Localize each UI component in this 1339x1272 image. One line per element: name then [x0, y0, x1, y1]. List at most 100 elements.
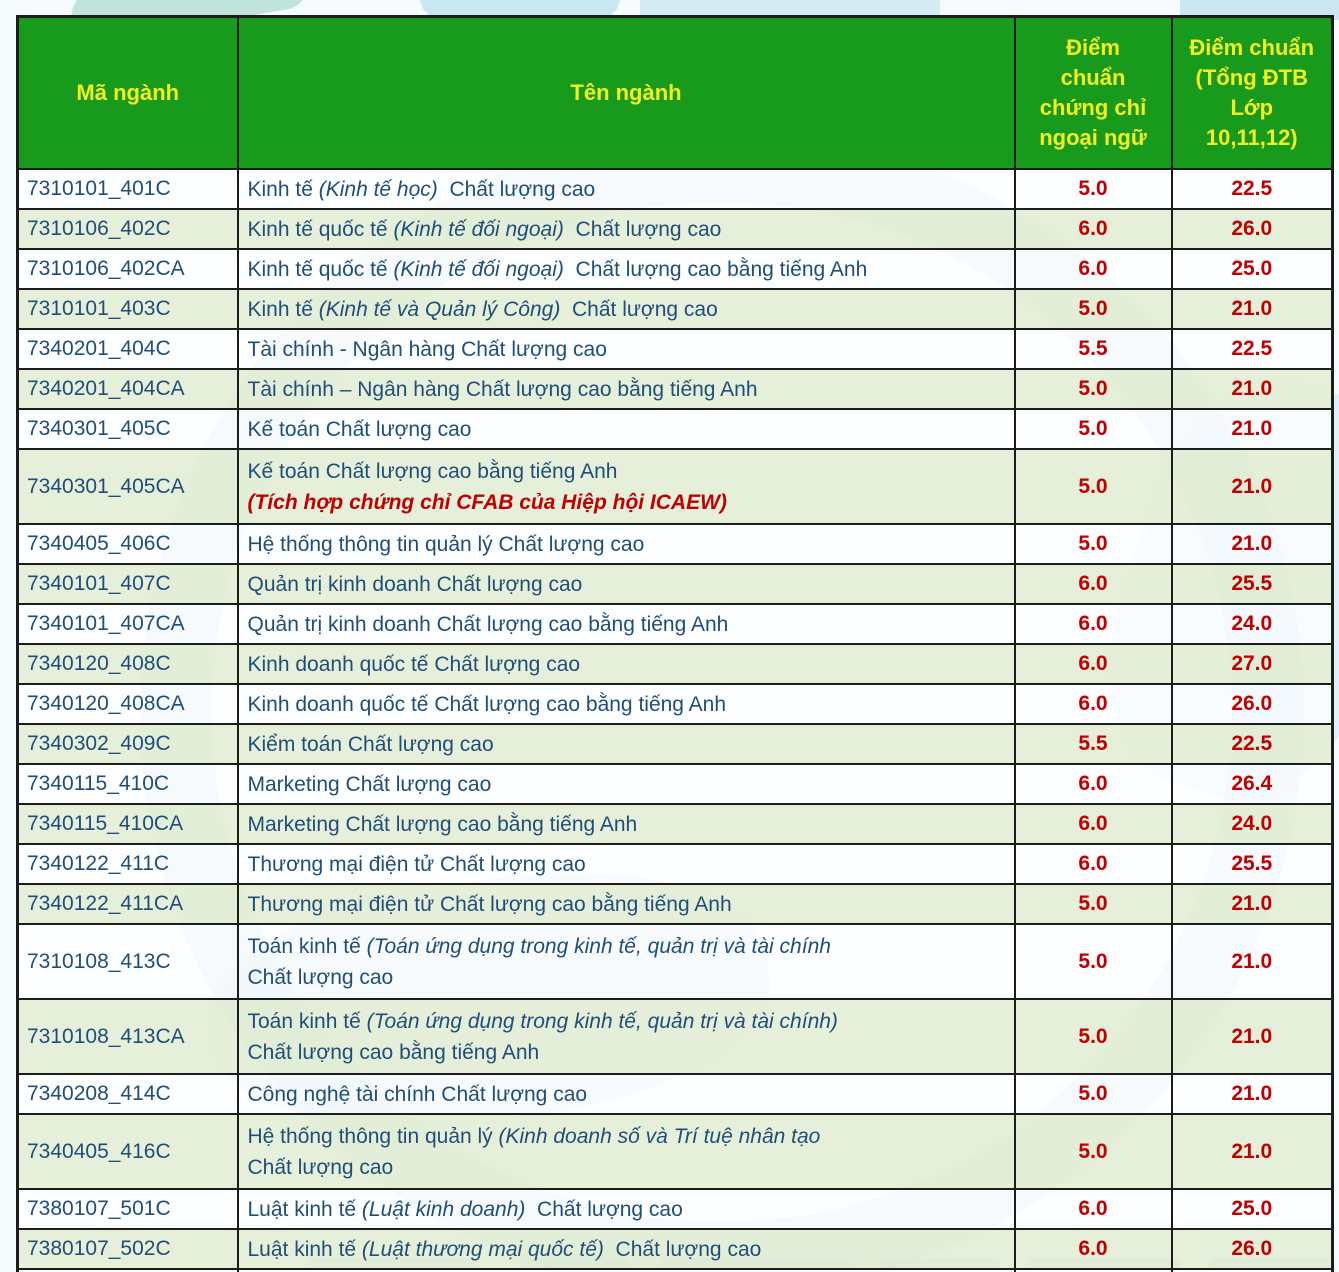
name-segment: Kinh doanh quốc tế Chất lượng cao bằng t… [247, 692, 727, 716]
note-text: (Tích hợp chứng chỉ CFAB của Hiệp hội IC… [247, 490, 727, 514]
table-row: 7340405_406C Hệ thống thông tin quản lý C… [16, 523, 1334, 565]
name-segment: Marketing Chất lượng cao [247, 772, 492, 796]
gpa-score-cell: 27.0 [1170, 643, 1334, 685]
major-name-cell: Luật kinh tế (Luật thương mại quốc tế) C… [236, 1228, 1016, 1270]
cert-score-cell: 6.0 [1013, 1228, 1173, 1270]
major-name-line: Kinh doanh quốc tế Chất lượng cao bằng t… [248, 689, 1008, 720]
major-code-cell: 7340302_409C [16, 723, 239, 765]
cert-score-cell: 5.0 [1013, 168, 1173, 210]
major-name-cell: Kinh doanh quốc tế Chất lượng cao bằng t… [236, 683, 1016, 725]
gpa-score-cell: 26.0 [1170, 208, 1334, 250]
major-code-cell: 7340122_411C [16, 843, 239, 885]
table-row: 7340101_407C Quản trị kinh doanh Chất lượ… [16, 563, 1334, 605]
name-segment: Quản trị kinh doanh Chất lượng cao bằng … [247, 612, 729, 636]
major-name-cell: Kinh tế quốc tế (Kinh tế đối ngoại) Chất… [236, 248, 1016, 290]
major-name-line: Marketing Chất lượng cao [248, 769, 1008, 800]
header-major-name: Tên ngành [236, 15, 1016, 170]
gpa-score-cell: 24.0 [1170, 603, 1334, 645]
major-name-line: Quản trị kinh doanh Chất lượng cao bằng … [248, 609, 1008, 640]
major-name-cell: Toán kinh tế (Toán ứng dụng trong kinh t… [236, 998, 1016, 1075]
gpa-score-cell: 21.0 [1170, 883, 1334, 925]
gpa-score-cell: 21.0 [1170, 288, 1334, 330]
gpa-score-cell: 25.5 [1170, 843, 1334, 885]
major-code-cell: 7340301_405C [16, 408, 239, 450]
major-code-cell: 7310101_401C [16, 168, 239, 210]
name-segment: (Luật kinh doanh) [361, 1197, 526, 1221]
header-major-code: Mã ngành [16, 15, 239, 170]
major-code-cell: 7340405_416C [16, 1113, 239, 1190]
cert-score-cell: 6.0 [1013, 643, 1173, 685]
name-segment: Kinh tế quốc tế [247, 257, 394, 281]
table-row: 7340301_405CA Kế toán Chất lượng cao bằng… [16, 448, 1334, 525]
major-name-line: Hệ thống thông tin quản lý Chất lượng ca… [248, 529, 1008, 560]
gpa-score-cell: 26.0 [1170, 1228, 1334, 1270]
cert-score-cell: 6.0 [1013, 208, 1173, 250]
major-name-line: Luật kinh tế (Luật thương mại quốc tế) C… [248, 1234, 1008, 1265]
major-code-cell: 7340201_404C [16, 328, 239, 370]
cert-score-cell: 5.0 [1013, 408, 1173, 450]
name-segment: Kế toán Chất lượng cao bằng tiếng Anh [247, 459, 618, 483]
cert-score-cell: 5.0 [1013, 448, 1173, 525]
header-line: chuẩn [1060, 65, 1126, 90]
major-name-cell: Quản trị kinh doanh Chất lượng cao [236, 563, 1016, 605]
name-segment: Kinh tế [247, 177, 319, 201]
major-name-line: (Tích hợp chứng chỉ CFAB của Hiệp hội IC… [248, 487, 1008, 518]
cert-score-cell: 5.0 [1013, 1073, 1173, 1115]
major-name-line: Kiểm toán Chất lượng cao [248, 729, 1008, 760]
table-row: 7340201_404C Tài chính - Ngân hàng Chất l… [16, 328, 1334, 370]
table-row: 7310108_413CA Toán kinh tế (Toán ứng dụng… [16, 998, 1334, 1075]
table-row: 7340405_416C Hệ thống thông tin quản lý (… [16, 1113, 1334, 1190]
major-code-cell: 7310106_402CA [16, 248, 239, 290]
table-row: 7310108_413C Toán kinh tế (Toán ứng dụng … [16, 923, 1334, 1000]
major-code-cell: 7380107_501C [16, 1188, 239, 1230]
major-name-line: Chất lượng cao [248, 1152, 1008, 1183]
major-code-cell: 7380107_502C [16, 1228, 239, 1270]
table-row: 7310101_403C Kinh tế (Kinh tế và Quản lý … [16, 288, 1334, 330]
name-segment: (Toán ứng dụng trong kinh tế, quản trị v… [366, 1009, 838, 1033]
major-code-cell: 7310108_413CA [16, 998, 239, 1075]
major-name-line: Kế toán Chất lượng cao [248, 414, 1008, 445]
name-segment: Chất lượng cao [247, 1155, 394, 1179]
major-code-cell: 7340208_414C [16, 1073, 239, 1115]
major-name-cell: Kinh tế quốc tế (Kinh tế đối ngoại) Chất… [236, 208, 1016, 250]
gpa-score-cell: 25.0 [1170, 1188, 1334, 1230]
major-name-line: Toán kinh tế (Toán ứng dụng trong kinh t… [248, 931, 1008, 962]
cert-score-cell: 5.5 [1013, 723, 1173, 765]
table-row: 7340101_407CA Quản trị kinh doanh Chất lư… [16, 603, 1334, 645]
major-name-cell: Marketing Chất lượng cao bằng tiếng Anh [236, 803, 1016, 845]
major-name-line: Quản trị kinh doanh Chất lượng cao [248, 569, 1008, 600]
name-segment: Hệ thống thông tin quản lý Chất lượng ca… [247, 532, 645, 556]
name-segment: Kinh tế quốc tế [247, 217, 394, 241]
header-line: chứng chỉ [1039, 95, 1147, 120]
table-row: 7380101_503CLuật (Luật dân sự) Chất lượn… [16, 1268, 1334, 1272]
header-gpa-score: Điểm chuẩn (Tổng ĐTB Lớp 10,11,12) [1170, 15, 1334, 170]
major-name-line: Toán kinh tế (Toán ứng dụng trong kinh t… [248, 1006, 1008, 1037]
major-code-cell: 7340405_406C [16, 523, 239, 565]
name-segment: (Kinh tế đối ngoại) [393, 217, 564, 241]
major-name-cell: Hệ thống thông tin quản lý Chất lượng ca… [236, 523, 1016, 565]
cert-score-cell: 6.0 [1013, 683, 1173, 725]
name-segment: (Toán ứng dụng trong kinh tế, quản trị v… [366, 934, 831, 958]
gpa-score-cell: 21.0 [1170, 923, 1334, 1000]
major-code-cell: 7380101_503C [16, 1268, 239, 1272]
major-code-cell: 7310106_402C [16, 208, 239, 250]
name-segment: (Luật thương mại quốc tế) [361, 1237, 604, 1261]
gpa-score-cell: 21.0 [1170, 523, 1334, 565]
major-name-line: Thương mại điện tử Chất lượng cao [248, 849, 1008, 880]
header-line: Lớp [1230, 95, 1274, 120]
name-segment: Kinh tế [247, 297, 319, 321]
major-name-cell: Marketing Chất lượng cao [236, 763, 1016, 805]
major-code-cell: 7340122_411CA [16, 883, 239, 925]
admission-scores-table: Mã ngành Tên ngành Điểm chuẩn chứng chỉ ngo… [16, 15, 1334, 1272]
table-row: 7340208_414C Công nghệ tài chính Chất lượ… [16, 1073, 1334, 1115]
name-segment: (Kinh tế và Quản lý Công) [318, 297, 561, 321]
name-segment: Chất lượng cao [603, 1237, 762, 1261]
name-segment: Thương mại điện tử Chất lượng cao [247, 852, 586, 876]
gpa-score-cell: 22.5 [1170, 723, 1334, 765]
major-name-cell: Quản trị kinh doanh Chất lượng cao bằng … [236, 603, 1016, 645]
header-cert-score: Điểm chuẩn chứng chỉ ngoại ngữ [1013, 15, 1173, 170]
name-segment: Tài chính - Ngân hàng Chất lượng cao [247, 337, 607, 361]
major-name-cell: Luật kinh tế (Luật kinh doanh) Chất lượn… [236, 1188, 1016, 1230]
major-name-line: Kinh tế quốc tế (Kinh tế đối ngoại) Chất… [248, 254, 1008, 285]
